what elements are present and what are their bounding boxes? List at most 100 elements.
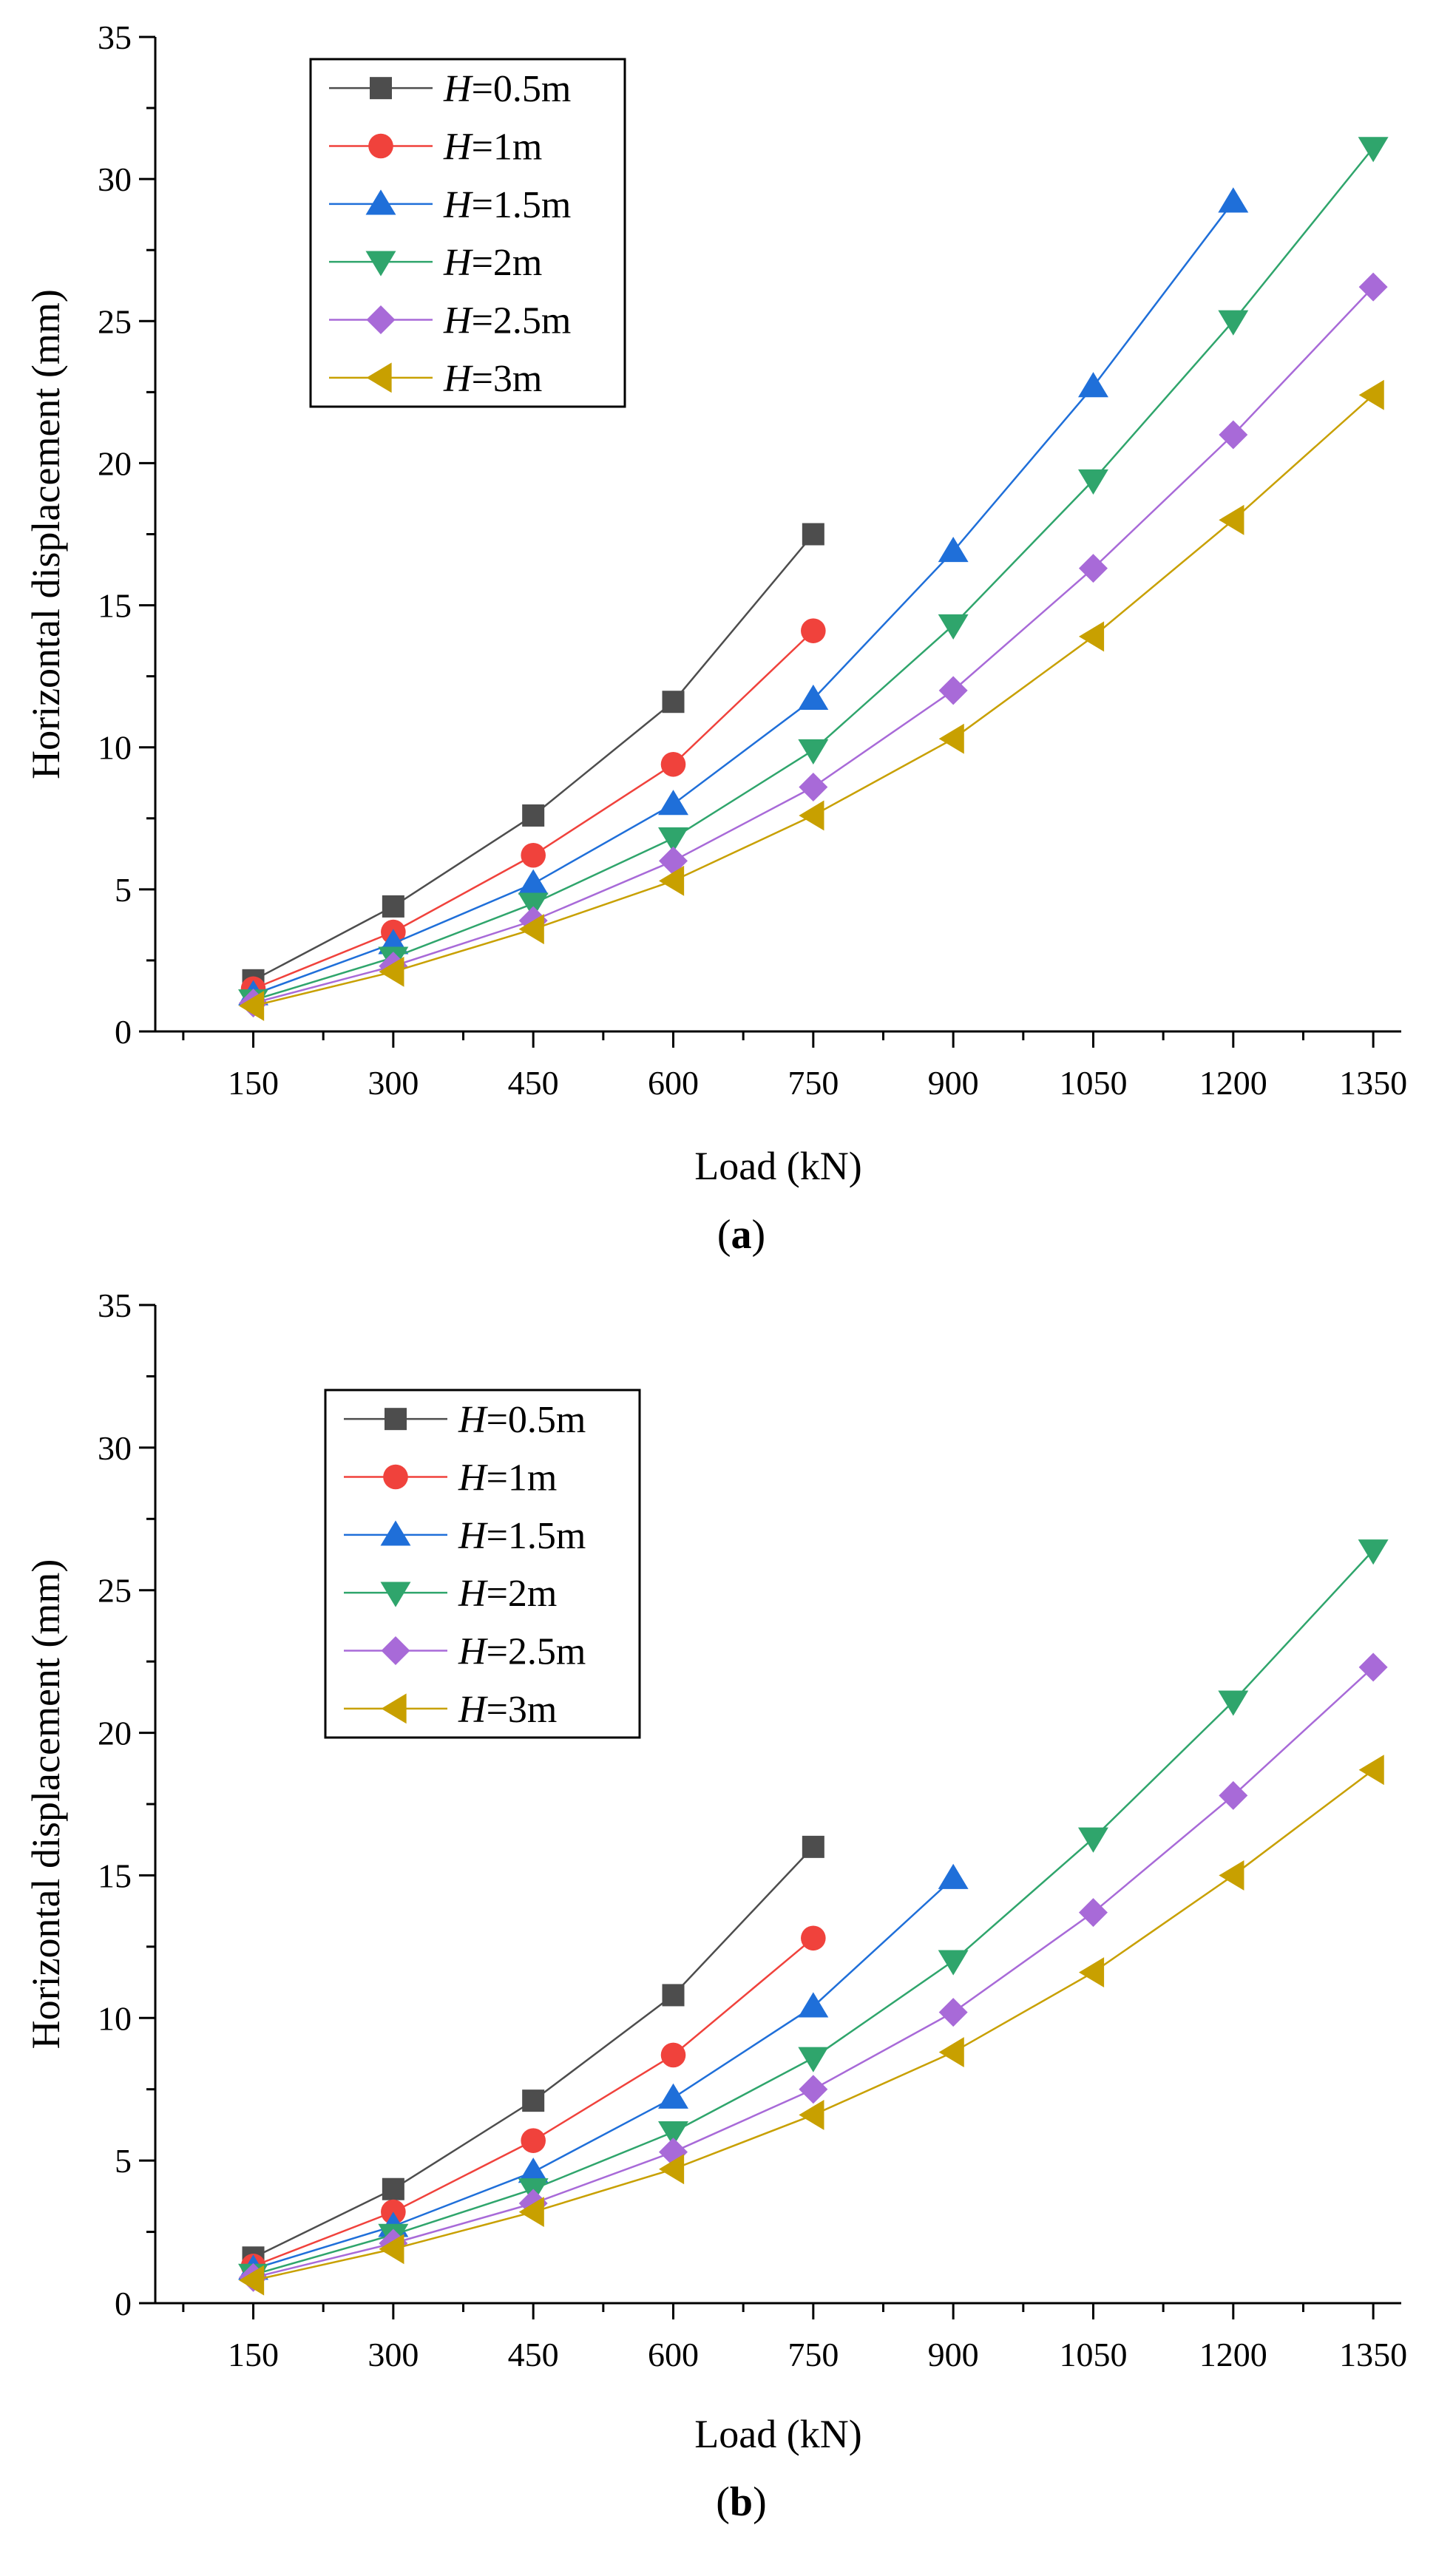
legend-box [324,1389,641,1739]
panel-letter: a [731,1212,752,1258]
legend-item: H=1.5m [329,184,571,226]
legend-label-value: =1.5m [487,1515,586,1557]
data-point [799,2075,828,2104]
legend-label: H=1m [458,1457,557,1499]
legend-label-value: =0.5m [472,68,572,110]
legend-label: H=1.5m [458,1515,586,1557]
y-tick-label: 25 [98,302,132,340]
legend-label-value: =0.5m [487,1399,586,1441]
data-point [938,676,968,705]
data-point [938,1950,969,1976]
data-point [522,2089,545,2112]
legend-item: H=0.5m [344,1399,586,1441]
y-tick-label: 5 [115,2142,132,2180]
legend-label: H=2m [458,1573,557,1615]
legend-marker [383,1464,408,1490]
data-point [1218,187,1249,213]
data-point [658,827,688,853]
series-H=2.5m [239,1653,1388,2292]
legend-marker [365,251,396,277]
legend-box [309,58,626,408]
panel-paren-open: ( [717,1212,731,1258]
data-point [1358,272,1388,302]
x-tick-label: 150 [228,1064,279,1102]
chart-b: 0 5 10 15 20 25 30 35 150 300 450 600 750 900 1050 1200… [24,1287,1407,2525]
y-tick-label: 0 [115,2285,132,2322]
x-axis-title: Load (kN) [694,1144,861,1188]
data-point [798,684,829,711]
x-tick-label: 150 [228,2336,279,2373]
series-line [253,1877,955,2270]
data-point [1358,1539,1389,1565]
legend-marker [381,1636,410,1665]
legend-marker [366,362,392,393]
data-point [1219,420,1248,450]
data-point [518,869,549,895]
legend-item: H=3m [329,358,542,400]
series-line [253,201,1234,996]
legend-marker [368,133,393,159]
legend-marker [381,1693,407,1724]
legend-label-value: =1.5m [472,184,572,226]
y-tick-label: 15 [98,1857,132,1894]
data-point [1078,1827,1108,1853]
legend-label: H=1.5m [443,184,571,226]
data-point [801,618,826,643]
data-point [662,1984,685,2007]
legend-label: H=3m [458,1689,557,1731]
data-point [662,691,685,714]
data-point [1219,1860,1244,1891]
legend-label-var: H [458,1515,488,1557]
legend-label-var: H [443,358,473,400]
y-tick-label: 15 [98,587,132,625]
legend-label-var: H [458,1457,488,1499]
panel-paren-close: ) [752,1212,766,1258]
x-axis-title: Load (kN) [694,2412,861,2456]
data-point [798,739,829,765]
legend-marker [365,189,396,215]
data-point [382,2177,404,2200]
data-point [1358,1653,1388,1682]
series-H=0.5m [242,1835,824,2269]
data-point [522,804,545,827]
legend-label-var: H [443,126,473,169]
data-point [1358,379,1384,410]
y-tick-label: 0 [115,1013,132,1051]
data-point [799,773,828,802]
legend-item: H=2m [344,1573,557,1615]
x-tick-label: 300 [368,2336,419,2373]
y-tick-label: 30 [98,1429,132,1467]
series-H=3m [239,1755,1384,2296]
legend: H=0.5mH=1mH=1.5mH=2mH=2.5mH=3m [324,1389,641,1739]
data-point [1219,1780,1248,1810]
data-point [660,2042,686,2068]
legend-label-value: =3m [472,358,543,400]
data-point [799,800,824,831]
data-point [938,723,964,754]
legend-item: H=2.5m [344,1631,586,1673]
x-tick-label: 450 [508,1064,559,1102]
legend-label-var: H [443,68,473,110]
legend-item: H=3m [344,1689,557,1731]
legend-label-var: H [443,300,473,342]
x-tick-label: 1200 [1199,2336,1267,2373]
data-point [802,1835,824,1858]
data-point [658,790,688,816]
data-point [379,2234,404,2265]
data-point [801,1925,826,1951]
data-point [938,2037,964,2068]
y-tick-label: 35 [98,18,132,56]
legend-label-var: H [458,1399,488,1441]
y-axis-title: Horizontal displacement (mm) [24,1559,68,2050]
legend-item: H=1m [329,126,542,169]
y-axis-title: Horizontal displacement (mm) [24,289,68,779]
legend-item: H=2.5m [329,300,571,342]
legend-item: H=1m [344,1457,557,1499]
data-point [518,2158,549,2183]
y-tick-label: 20 [98,1715,132,1752]
legend-marker [380,1582,411,1607]
series-H=1m [240,1925,826,2279]
data-point [658,2083,688,2109]
data-point [798,1992,829,2018]
data-point [938,614,969,640]
